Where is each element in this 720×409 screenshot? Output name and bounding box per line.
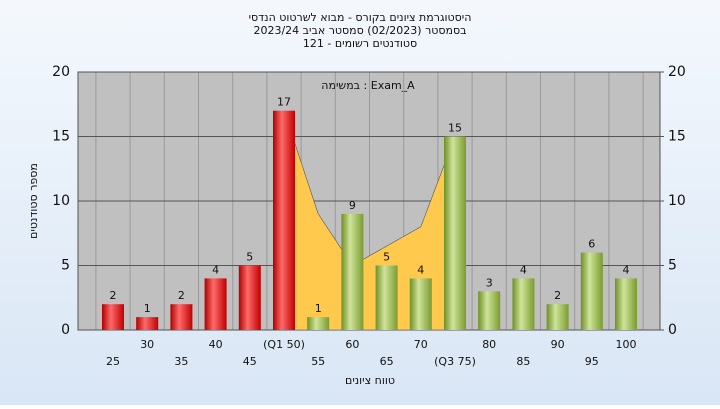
y-tick-label: 5 bbox=[61, 258, 70, 274]
title-line: 121 - סטודנטים רשומים bbox=[303, 37, 417, 50]
x-tick-label: 55 bbox=[311, 355, 325, 368]
bar bbox=[546, 304, 569, 330]
bar bbox=[615, 278, 637, 330]
x-tick-label: 70 bbox=[414, 338, 428, 351]
bar bbox=[102, 304, 124, 330]
bar bbox=[512, 278, 535, 330]
y-tick-label: 15 bbox=[52, 129, 70, 145]
bar bbox=[307, 317, 330, 330]
value-label: 6 bbox=[588, 238, 595, 251]
bar bbox=[444, 136, 466, 330]
value-label: 4 bbox=[417, 263, 424, 276]
value-label: 4 bbox=[623, 263, 630, 276]
x-tick-label: 30 bbox=[140, 338, 154, 351]
value-label: 5 bbox=[246, 251, 253, 264]
y-tick-label: 0 bbox=[61, 322, 70, 338]
bar bbox=[204, 278, 227, 330]
bar bbox=[238, 265, 261, 330]
bar bbox=[478, 291, 501, 330]
value-label: 2 bbox=[110, 289, 117, 302]
title-line: בסמסטר (02/2023) סמסטר אביב 2023/24 bbox=[253, 24, 466, 37]
bar bbox=[273, 110, 295, 330]
x-tick-label: 65 bbox=[380, 355, 394, 368]
y2-tick-label: 10 bbox=[668, 193, 686, 209]
x-tick-label: 90 bbox=[551, 338, 565, 351]
y-axis-label: מספר סטודנטים bbox=[27, 163, 40, 239]
x-tick-label: 35 bbox=[174, 355, 188, 368]
value-label: 1 bbox=[144, 302, 151, 315]
y2-tick-label: 15 bbox=[668, 129, 686, 145]
x-tick-label: 95 bbox=[585, 355, 599, 368]
x-axis-label: טווח ציונים bbox=[345, 374, 395, 387]
x-tick-label: (Q1 50) bbox=[263, 338, 305, 351]
bar bbox=[375, 265, 398, 330]
x-tick-label: 45 bbox=[243, 355, 257, 368]
y2-tick-label: 20 bbox=[668, 64, 686, 80]
x-tick-label: 80 bbox=[482, 338, 496, 351]
x-tick-label: 40 bbox=[209, 338, 223, 351]
x-tick-label: 85 bbox=[516, 355, 530, 368]
annotation: במשימה : Exam_A bbox=[321, 79, 415, 92]
value-label: 9 bbox=[349, 199, 356, 212]
value-label: 17 bbox=[277, 96, 291, 109]
x-tick-label: 60 bbox=[345, 338, 359, 351]
bar bbox=[136, 317, 159, 330]
title-line: היסטוגרמת ציונים בקורס - מבוא לשרטוט הנד… bbox=[249, 11, 472, 24]
x-tick-label: 25 bbox=[106, 355, 120, 368]
value-label: 15 bbox=[448, 122, 462, 135]
y-tick-label: 20 bbox=[52, 64, 70, 80]
value-label: 1 bbox=[315, 302, 322, 315]
value-label: 2 bbox=[554, 289, 561, 302]
value-label: 5 bbox=[383, 251, 390, 264]
value-label: 4 bbox=[520, 263, 527, 276]
bar bbox=[341, 213, 364, 330]
value-label: 4 bbox=[212, 263, 219, 276]
bar bbox=[580, 252, 603, 330]
bar bbox=[409, 278, 432, 330]
y-tick-label: 10 bbox=[52, 193, 70, 209]
value-label: 2 bbox=[178, 289, 185, 302]
x-tick-label: (Q3 75) bbox=[434, 355, 476, 368]
value-label: 3 bbox=[486, 276, 493, 289]
bar bbox=[170, 304, 193, 330]
x-tick-label: 100 bbox=[616, 338, 637, 351]
y2-tick-label: 5 bbox=[668, 258, 677, 274]
y2-tick-label: 0 bbox=[668, 322, 677, 338]
